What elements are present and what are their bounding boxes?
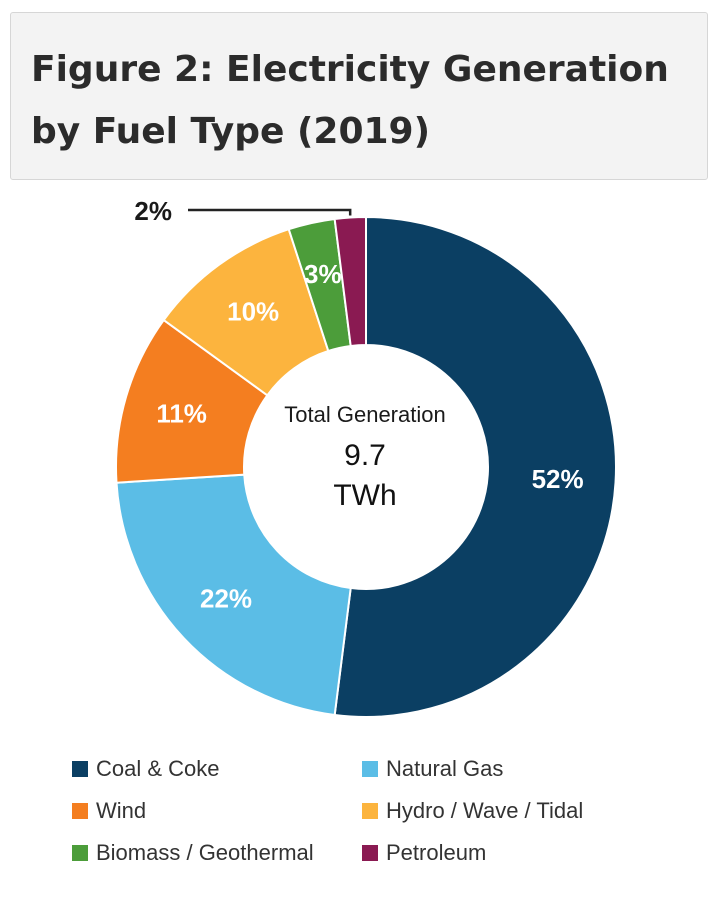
chart-legend: Coal & Coke Natural Gas Wind Hydro / Wave /… (72, 754, 672, 868)
legend-swatch-petroleum (362, 845, 378, 861)
legend-label-petroleum: Petroleum (386, 840, 487, 865)
legend-item-natural-gas: Natural Gas (362, 754, 662, 784)
legend-label-biomass-geothermal: Biomass / Geothermal (96, 840, 314, 865)
figure-title-line-1: Figure 2: Electricity Generation (31, 49, 669, 90)
legend-item-hydro-wave-tidal: Hydro / Wave / Tidal (362, 796, 662, 826)
slice-label-petroleum: 2% (134, 196, 172, 226)
figure-title-line-2: by Fuel Type (2019) (31, 111, 431, 152)
petroleum-callout: 2% (134, 196, 352, 226)
donut-chart: 2% 52% 22% 11% 10% 3% Total Generation 9.7 T… (115, 196, 617, 718)
legend-swatch-hydro-wave-tidal (362, 803, 378, 819)
center-caption: Total Generation (284, 402, 445, 427)
slice-label-hydro-wave-tidal: 10% (227, 297, 279, 327)
legend-item-wind: Wind (72, 796, 362, 826)
donut-slices (115, 215, 617, 718)
legend-swatch-biomass-geothermal (72, 845, 88, 861)
callout-line-petroleum (188, 208, 352, 216)
legend-label-natural-gas: Natural Gas (386, 756, 504, 781)
donut-center: Total Generation 9.7 TWh (284, 402, 445, 512)
slice-label-wind: 11% (156, 398, 207, 428)
legend-item-coal-coke: Coal & Coke (72, 754, 362, 784)
legend-swatch-coal-coke (72, 761, 88, 777)
legend-label-wind: Wind (96, 798, 147, 823)
legend-item-biomass-geothermal: Biomass / Geothermal (72, 838, 362, 868)
legend-label-hydro-wave-tidal: Hydro / Wave / Tidal (386, 798, 584, 823)
center-value-number: 9.7 (344, 439, 386, 472)
legend-swatch-natural-gas (362, 761, 378, 777)
slice-label-natural-gas: 22% (200, 583, 252, 613)
slice-label-biomass-geothermal: 3% (304, 259, 342, 289)
donut-slice-labels: 52% 22% 11% 10% 3% (156, 259, 583, 614)
slice-label-coal-coke: 52% (532, 464, 584, 494)
slice-petroleum (333, 215, 367, 348)
legend-item-petroleum: Petroleum (362, 838, 662, 868)
figure-title-box: Figure 2: Electricity Generation by Fuel… (10, 12, 708, 180)
center-value-unit: TWh (333, 479, 396, 512)
legend-swatch-wind (72, 803, 88, 819)
slice-natural-gas (115, 473, 352, 717)
legend-label-coal-coke: Coal & Coke (96, 756, 220, 781)
slice-coal-coke (333, 215, 617, 718)
